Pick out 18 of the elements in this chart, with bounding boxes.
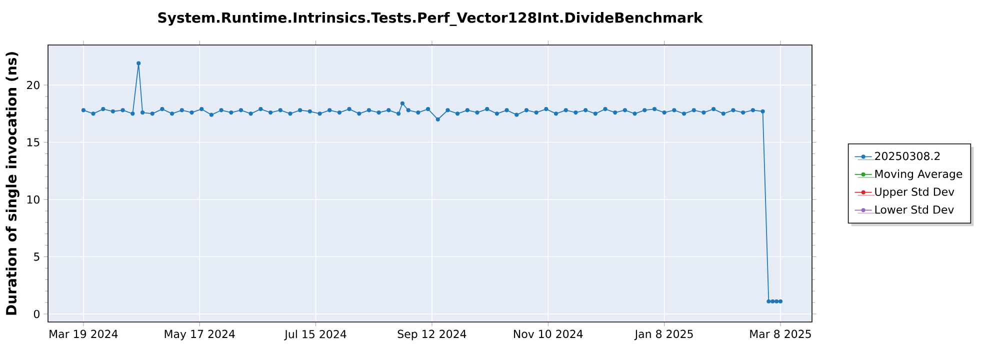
y-tick-label: 0	[34, 310, 40, 318]
y-tick-label: 20	[27, 80, 40, 90]
x-tick-label: Sep 12 2024	[398, 330, 466, 340]
x-tick-label: Mar 19 2024	[50, 330, 118, 338]
x-tick-label: May 17 2024	[164, 330, 235, 340]
x-tick-label: Mar 8 2025	[750, 330, 811, 338]
y-tick-label: 10	[27, 195, 40, 204]
x-tick-label: Nov 10 2024	[514, 330, 583, 338]
x-tick-label: Jan 8 2025	[634, 330, 693, 340]
legend-label: Moving Average	[875, 170, 962, 180]
legend-label: 20250308.2	[875, 152, 940, 160]
legend-label: Lower Std Dev	[875, 205, 954, 214]
legend-label: Upper Std Dev	[875, 187, 954, 198]
x-tick-label: Jul 15 2024	[284, 330, 346, 340]
chart-title: System.Runtime.Intrinsics.Tests.Perf_Vector128Int.DivideBenchmark	[158, 12, 704, 26]
y-axis-title: Duration of single invocation (ns)	[6, 52, 20, 315]
y-tick-label: 15	[27, 138, 40, 146]
y-tick-label: 5	[34, 252, 40, 261]
